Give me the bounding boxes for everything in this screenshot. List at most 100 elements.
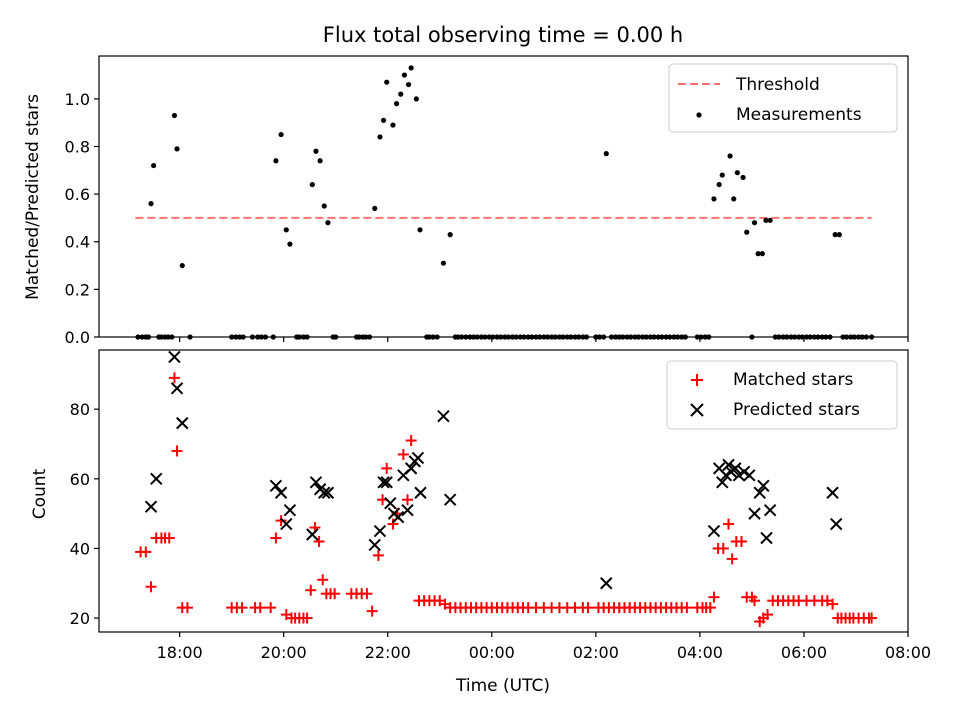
predicted-star-point xyxy=(437,409,450,423)
matched-star-point xyxy=(317,574,329,586)
measurement-point xyxy=(836,232,842,238)
measurement-point xyxy=(772,334,778,340)
measurement-point xyxy=(840,334,846,340)
measurement-point xyxy=(309,181,315,188)
measurement-point xyxy=(300,334,307,340)
predicted-star-point xyxy=(150,472,163,486)
measurement-point xyxy=(321,203,327,209)
measurement-point xyxy=(702,334,708,340)
measurement-point xyxy=(139,334,145,340)
measurement-point xyxy=(296,334,302,340)
measurement-point xyxy=(363,334,369,340)
measurement-point xyxy=(603,151,609,157)
bottom-y-tick-label: 60 xyxy=(70,470,90,489)
predicted-star-point xyxy=(748,507,761,520)
matched-star-point xyxy=(254,602,266,614)
predicted-star-point xyxy=(763,503,777,517)
matched-star-point xyxy=(145,581,157,593)
predicted-star-point xyxy=(373,524,387,538)
predicted-star-point xyxy=(753,486,766,499)
bottom-x-tick-label: 08:00 xyxy=(885,643,931,662)
matched-star-point xyxy=(397,448,409,460)
measurement-point xyxy=(434,334,440,340)
measurement-point xyxy=(366,334,373,340)
measurement-point xyxy=(731,196,737,202)
measurement-point xyxy=(671,334,677,340)
predicted-star-point xyxy=(368,538,381,552)
predicted-star-point xyxy=(411,451,425,465)
measurement-point xyxy=(240,334,246,340)
measurement-point xyxy=(716,181,722,188)
measurement-point xyxy=(827,334,833,340)
measurement-point xyxy=(580,334,586,340)
top-y-tick-label: 1.0 xyxy=(65,90,90,109)
measurement-point xyxy=(174,146,180,152)
top-panel: 0.0 0.2 0.4 0.6 0.8 1.0 Matched/Predicted sta… xyxy=(23,55,909,347)
bottom-x-tick-label: 04:00 xyxy=(677,643,723,662)
bottom-legend-box xyxy=(666,360,898,430)
measurement-point xyxy=(740,174,746,181)
measurement-point xyxy=(533,334,539,340)
measurement-point xyxy=(229,334,235,340)
measurement-point xyxy=(333,334,339,340)
bottom-x-tick-label: 00:00 xyxy=(469,643,515,662)
measurement-point xyxy=(560,334,566,340)
measurement-point xyxy=(426,334,432,340)
measurement-point xyxy=(135,334,141,340)
matched-star-point xyxy=(402,494,414,506)
measurement-point xyxy=(682,334,688,340)
legend-threshold-label: Threshold xyxy=(735,75,820,95)
measurement-point xyxy=(470,334,477,340)
measurement-point xyxy=(803,334,810,340)
measurement-point xyxy=(859,334,865,340)
measurement-point xyxy=(171,112,178,119)
measurement-point xyxy=(811,334,817,340)
matched-star-point xyxy=(181,602,193,614)
predicted-star-point xyxy=(280,517,293,531)
legend-matched-label: Matched stars xyxy=(733,370,853,390)
legend-predicted-swatch xyxy=(690,403,704,417)
matched-star-point xyxy=(405,435,417,447)
top-y-tick-label: 0.6 xyxy=(65,185,90,204)
measurement-point xyxy=(651,334,657,340)
predicted-star-point xyxy=(283,503,297,517)
measurement-point xyxy=(541,334,547,340)
measurement-point xyxy=(356,334,362,340)
predicted-star-point xyxy=(707,524,721,538)
measurement-point xyxy=(791,334,798,340)
measurement-point xyxy=(417,227,423,233)
measurement-point xyxy=(767,217,773,223)
top-y-axis-label: Matched/Predicted stars xyxy=(23,94,43,300)
matched-star-point xyxy=(387,518,399,530)
measurement-point xyxy=(807,334,813,340)
matched-star-point xyxy=(827,598,839,610)
predicted-star-point xyxy=(600,577,613,590)
measurement-point xyxy=(711,196,717,202)
measurement-point xyxy=(474,334,480,340)
measurement-point xyxy=(659,334,665,340)
measurement-point xyxy=(494,334,500,340)
measurement-point xyxy=(258,334,264,340)
matched-star-point xyxy=(366,605,378,617)
measurement-point xyxy=(755,251,761,257)
measurement-point xyxy=(583,334,590,340)
predicted-star-point xyxy=(269,479,283,492)
matched-star-point xyxy=(171,445,183,457)
measurement-point xyxy=(430,334,436,340)
bottom-x-tick-label: 06:00 xyxy=(781,643,827,662)
measurement-point xyxy=(749,334,755,340)
measurement-point xyxy=(283,227,289,233)
matched-stars-points xyxy=(135,372,878,628)
measurement-point xyxy=(380,117,387,123)
figure-title: Flux total observing time = 0.00 h xyxy=(323,23,683,47)
measurement-point xyxy=(513,334,519,340)
measurement-point xyxy=(596,334,603,340)
measurement-point xyxy=(544,334,551,340)
measurement-point xyxy=(393,101,400,107)
measurement-point xyxy=(408,65,414,71)
measurement-point xyxy=(278,131,284,138)
measurement-point xyxy=(608,334,615,340)
measurement-point xyxy=(568,334,574,340)
legend-measurements-swatch xyxy=(696,112,702,118)
